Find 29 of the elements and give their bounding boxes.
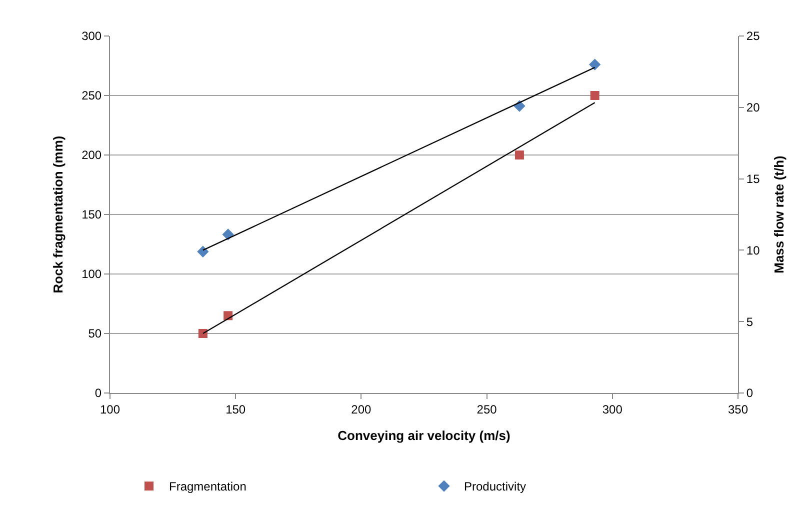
point bbox=[198, 329, 208, 338]
y2-axis-title: Mass flow rate (t/h) bbox=[772, 156, 787, 274]
y-axis-title: Rock fragmentation (mm) bbox=[50, 136, 66, 294]
y2-tick-label: 15 bbox=[746, 172, 760, 186]
y2-tick-label: 10 bbox=[746, 243, 760, 258]
y-tick-label: 50 bbox=[88, 326, 102, 341]
x-tick-label: 300 bbox=[602, 402, 623, 416]
x-tick-label: 100 bbox=[100, 402, 120, 416]
point bbox=[514, 150, 524, 160]
point bbox=[197, 246, 209, 258]
y-tick-label: 0 bbox=[94, 386, 102, 400]
y-tick-label: 200 bbox=[82, 148, 102, 162]
x-axis-title: Conveying air velocity (m/s) bbox=[338, 428, 510, 443]
x-tick-label: 200 bbox=[351, 402, 372, 416]
point bbox=[590, 91, 600, 100]
y-tick-label: 150 bbox=[82, 208, 102, 222]
x-tick-label: 350 bbox=[728, 402, 748, 416]
legend-label: Fragmentation bbox=[169, 480, 246, 494]
legend-label: Productivity bbox=[464, 480, 526, 494]
y-tick-label: 100 bbox=[82, 267, 102, 282]
y2-tick-label: 5 bbox=[746, 314, 754, 329]
y-tick-label: 300 bbox=[82, 29, 102, 44]
y2-tick-label: 0 bbox=[746, 386, 754, 400]
x-tick-label: 250 bbox=[476, 402, 498, 416]
point bbox=[588, 58, 601, 70]
x-tick-label: 150 bbox=[226, 402, 246, 416]
y2-tick-label: 25 bbox=[746, 29, 760, 44]
y2-tick-label: 20 bbox=[746, 100, 760, 115]
y-tick-label: 250 bbox=[82, 88, 102, 103]
